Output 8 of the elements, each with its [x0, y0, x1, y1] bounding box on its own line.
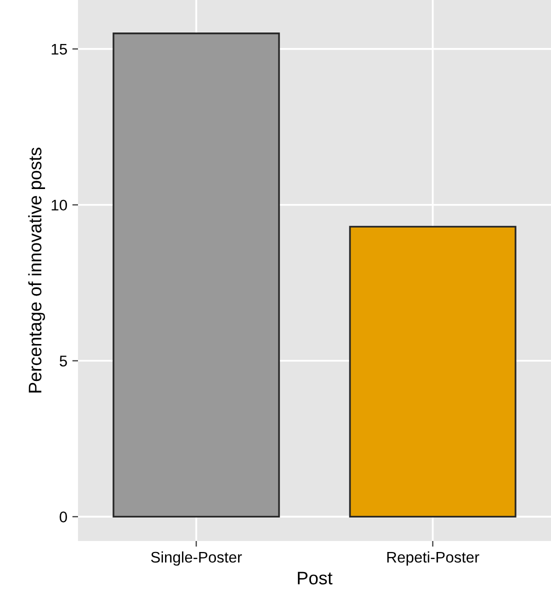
y-axis-title: Percentage of innovative posts [28, 148, 46, 392]
y-tick-label: 0 [60, 512, 67, 522]
y-tick-label: 10 [52, 200, 67, 211]
x-tick-label: Single-Poster [151, 551, 242, 566]
x-axis-title: Post [298, 572, 332, 584]
y-tick-label: 5 [60, 356, 67, 366]
x-tick-label: Repeti-Poster [387, 551, 480, 566]
y-tick-label: 15 [52, 44, 67, 55]
